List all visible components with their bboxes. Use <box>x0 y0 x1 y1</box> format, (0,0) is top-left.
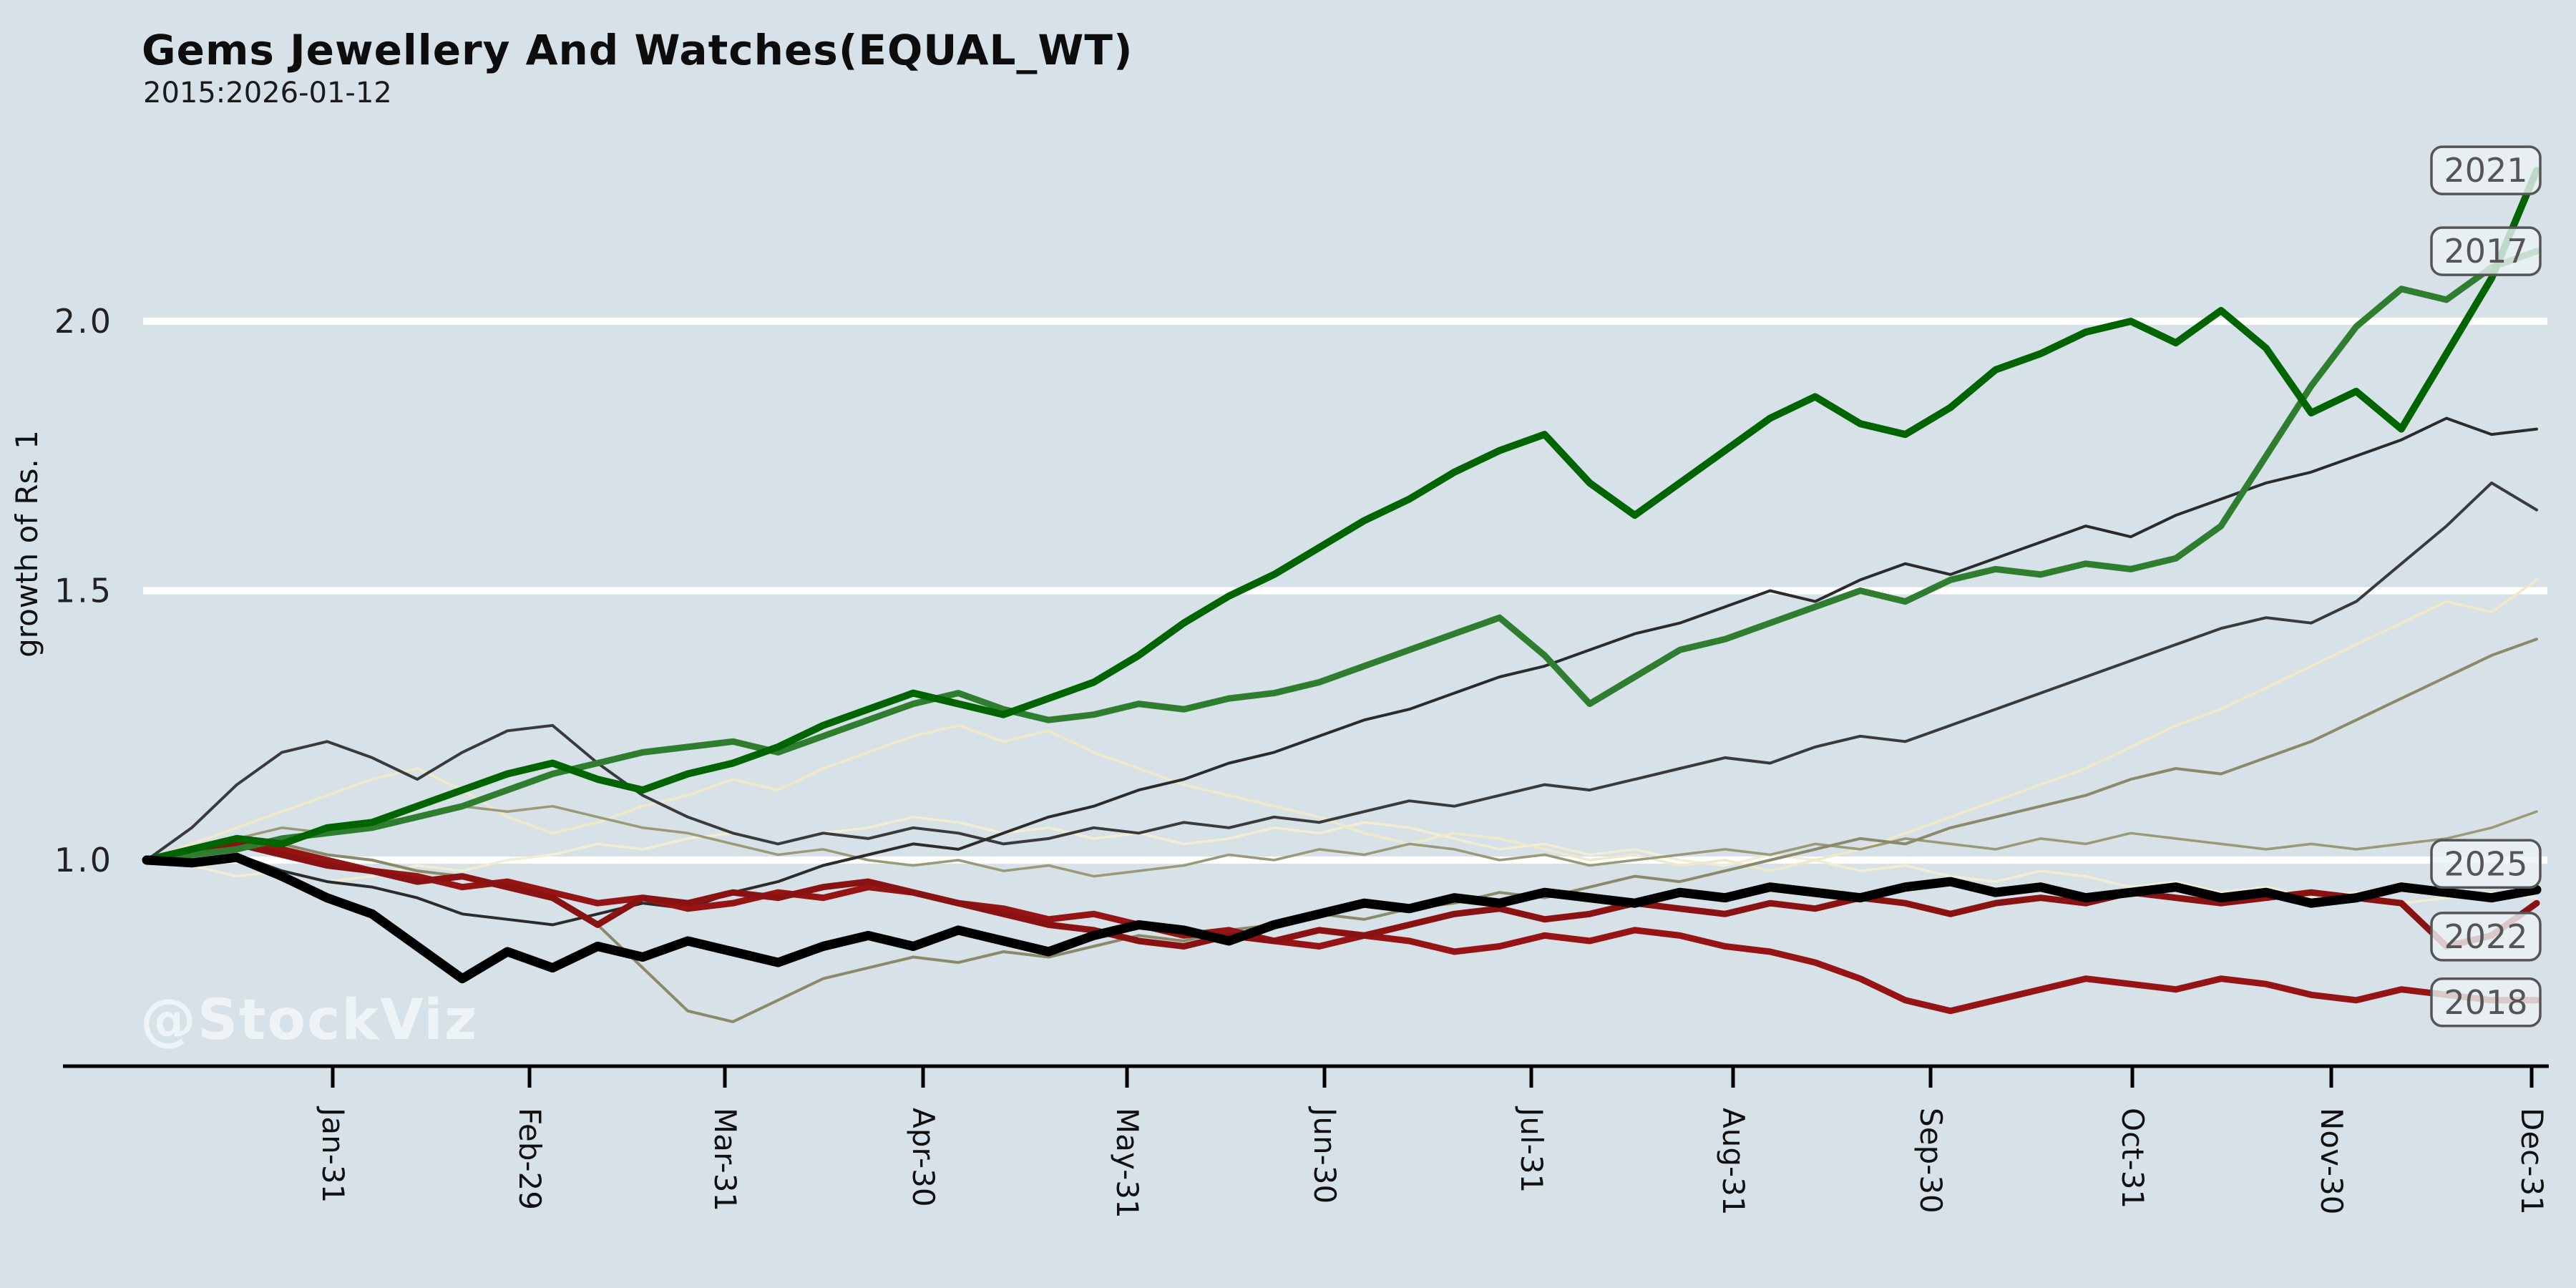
y-tick-label-2.0: 2.0 <box>54 302 113 341</box>
watermark: @StockViz <box>140 988 478 1053</box>
chart-subtitle: 2015:2026-01-12 <box>143 77 392 109</box>
x-axis-group: Jan-31 Feb-29 Mar-31 Apr-30 May-31 Jun-30 Jul-… <box>63 1064 2550 1219</box>
year-label-text-2018: 2018 <box>2444 983 2527 1022</box>
y-tick-label-1.0: 1.0 <box>54 841 113 879</box>
x-tick-label-Nov-30: Nov-30 <box>2314 1108 2349 1214</box>
x-tick-label-Dec-31: Dec-31 <box>2514 1108 2550 1215</box>
x-tick-label-May-31: May-31 <box>1110 1108 1145 1219</box>
x-tick-label-Apr-30: Apr-30 <box>906 1108 941 1207</box>
series-line-2015 <box>145 804 2538 878</box>
year-label-text-2017: 2017 <box>2444 232 2527 270</box>
x-tick-label-Jul-31: Jul-31 <box>1514 1106 1549 1193</box>
year-label-box-2022 <box>2430 912 2542 962</box>
series-line-2025 <box>142 852 2542 984</box>
year-end-labels-group: 2018 2022 2017 2021 2025 <box>2430 145 2542 1028</box>
series-line-2019 <box>145 578 2538 872</box>
series-line-2016 <box>145 816 2538 904</box>
y-tick-label-1.5: 1.5 <box>54 572 113 610</box>
x-tick-label-Jun-30: Jun-30 <box>1307 1106 1342 1204</box>
year-label-box-2025 <box>2430 839 2542 889</box>
year-label-text-2025: 2025 <box>2444 844 2527 883</box>
x-tick-label-Aug-31: Aug-31 <box>1716 1108 1751 1216</box>
series-line-2024 <box>145 481 2538 862</box>
series-line-2018 <box>143 835 2540 1015</box>
year-label-box-2018 <box>2430 977 2542 1028</box>
x-tick-label-Oct-31: Oct-31 <box>2115 1108 2150 1209</box>
x-tick-label-Jan-31: Jan-31 <box>316 1106 351 1203</box>
series-lines-group <box>142 167 2542 1023</box>
year-label-box-2021 <box>2430 145 2542 195</box>
year-label-box-2017 <box>2430 226 2542 276</box>
x-tick-label-Mar-31: Mar-31 <box>708 1108 743 1211</box>
y-axis-label: growth of Rs. 1 <box>9 430 44 658</box>
y-tick-labels-group: 1.0 1.5 2.0 <box>54 302 113 879</box>
x-tick-label-Sep-30: Sep-30 <box>1913 1108 1948 1214</box>
series-line-2023 <box>145 416 2538 927</box>
chart-title: Gems Jewellery And Watches(EQUAL_WT) <box>142 26 1133 74</box>
x-tick-label-Feb-29: Feb-29 <box>512 1108 547 1210</box>
series-line-2017 <box>143 248 2540 864</box>
series-line-2021 <box>143 167 2540 864</box>
year-label-text-2022: 2022 <box>2444 917 2527 956</box>
gridlines-group <box>143 318 2547 864</box>
year-label-text-2021: 2021 <box>2444 151 2527 190</box>
